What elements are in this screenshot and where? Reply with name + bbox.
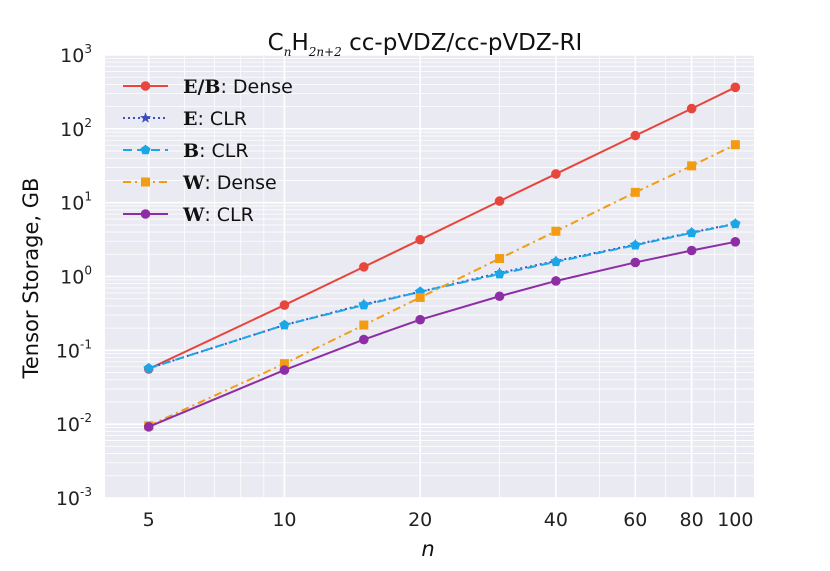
data-point [730, 82, 741, 93]
series-line [148, 143, 736, 427]
legend-item: W: Dense [123, 172, 277, 194]
data-point [359, 262, 369, 272]
chart-title: CnH2n+2 cc-pVDZ/cc-pVDZ-RI [268, 30, 583, 59]
data-point [550, 256, 561, 267]
legend-marker [141, 177, 150, 187]
data-point [630, 187, 640, 197]
legend-label: W: Dense [182, 172, 277, 194]
data-point [551, 276, 561, 286]
y-tick-label: 100 [60, 264, 92, 289]
data-point [551, 169, 561, 179]
legend-marker [140, 144, 151, 155]
legend-item: B: CLR [123, 140, 249, 162]
x-tick-label: 80 [680, 509, 704, 531]
legend-marker [140, 209, 151, 219]
x-tick-label: 5 [143, 509, 155, 531]
data-point [687, 161, 697, 171]
y-axis-label: Tensor Storage, GB [19, 178, 43, 380]
legend-marker [140, 81, 151, 91]
data-point [359, 320, 369, 330]
data-point [279, 365, 290, 375]
data-point [415, 292, 425, 302]
data-point [279, 359, 289, 369]
minor-gridlines [105, 55, 754, 498]
data-point [358, 299, 369, 310]
data-point [494, 268, 505, 279]
data-point [143, 363, 154, 373]
x-tick-label: 20 [408, 509, 432, 531]
y-tick-label: 10-2 [56, 411, 92, 436]
data-point [630, 239, 641, 250]
data-point [686, 103, 697, 114]
y-tick-label: 103 [60, 42, 92, 67]
legend-label: W: CLR [182, 204, 254, 226]
legend-label: B: CLR [183, 140, 249, 162]
data-point [494, 291, 505, 302]
data-point [630, 130, 641, 141]
data-point [279, 300, 290, 310]
data-point [143, 422, 154, 432]
y-tick-labels: 10-3 10-2 10-1 100 101 102 103 [56, 42, 92, 510]
legend-item: E: CLR [123, 108, 247, 130]
legend: E/B: Dense E: CLR B: CLR W: Dense W: CLR [123, 76, 293, 226]
x-tick-labels: 5 10 20 40 60 80 100 [143, 509, 754, 531]
major-gridlines [105, 54, 754, 499]
data-point [686, 227, 697, 238]
data-point [730, 140, 740, 150]
legend-item: W: CLR [123, 204, 254, 226]
y-tick-label: 10-3 [56, 485, 92, 510]
data-point [551, 226, 561, 236]
x-axis-label: n [421, 537, 434, 561]
data-point [630, 257, 641, 268]
data-point [359, 334, 369, 345]
series-2 [143, 218, 741, 373]
series-line [148, 222, 736, 370]
data-point [730, 237, 741, 247]
data-point [494, 196, 505, 206]
data-point [279, 319, 290, 330]
x-tick-label: 10 [272, 509, 296, 531]
x-tick-label: 40 [544, 509, 568, 531]
legend-label: E: CLR [183, 108, 247, 130]
y-tick-label: 101 [60, 190, 92, 215]
data-point [415, 234, 425, 245]
data-point [686, 245, 697, 256]
x-tick-label: 100 [717, 509, 753, 531]
series-4 [143, 237, 741, 432]
legend-item: E/B: Dense [123, 76, 293, 98]
y-tick-label: 102 [60, 116, 92, 141]
y-tick-label: 10-1 [56, 337, 92, 362]
legend-label: E/B: Dense [183, 76, 293, 98]
data-point [730, 218, 741, 229]
legend-marker [139, 112, 152, 123]
data-point [415, 314, 425, 325]
data-point [495, 254, 505, 264]
x-tick-label: 60 [623, 509, 647, 531]
series-layer [143, 82, 741, 432]
